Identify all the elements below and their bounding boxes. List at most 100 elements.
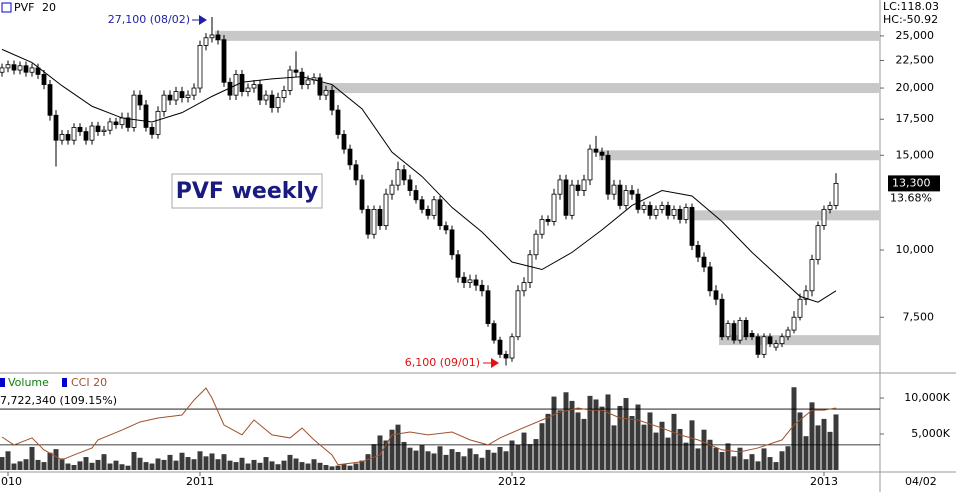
candle-body <box>557 179 563 195</box>
candle-body <box>623 190 629 206</box>
volume-bar <box>497 446 503 470</box>
volume-bar <box>257 462 263 470</box>
legend-ma: 20 <box>42 1 56 14</box>
candle-body <box>287 69 293 91</box>
volume-bar <box>599 406 605 470</box>
candle-body <box>779 336 785 345</box>
volume-bar <box>233 462 239 470</box>
y-tick-label: 10,000 <box>896 243 935 256</box>
volume-bar <box>245 463 251 470</box>
volume-bar <box>581 418 587 470</box>
candle-body <box>701 256 707 268</box>
candle-body <box>653 208 659 216</box>
candle-body <box>179 91 185 98</box>
volume-bar <box>269 461 275 470</box>
volume-tick-label: 10,000K <box>904 391 950 404</box>
annotation-arrow <box>199 15 207 25</box>
volume-bar <box>293 458 299 470</box>
volume-bar <box>569 400 575 470</box>
volume-bar <box>185 457 191 470</box>
annotation: 27,100 (08/02) <box>108 13 190 26</box>
candle-body <box>455 254 461 278</box>
candle-body <box>149 127 155 135</box>
volume-bar <box>47 452 53 470</box>
candle-body <box>731 323 737 341</box>
candle-body <box>683 207 689 220</box>
volume-bar <box>587 395 593 470</box>
y-tick-label: 15,000 <box>896 148 935 161</box>
level-band <box>599 150 880 161</box>
volume-bar <box>113 460 119 470</box>
candle-body <box>821 208 827 227</box>
candle-body <box>257 84 263 101</box>
volume-bar <box>743 459 749 470</box>
volume-bar <box>17 461 23 470</box>
volume-bar <box>71 464 77 470</box>
candle-body <box>491 323 497 341</box>
volume-bar <box>305 463 311 470</box>
candle-body <box>575 184 581 191</box>
volume-bar <box>575 412 581 470</box>
volume-bar <box>299 462 305 470</box>
volume-bar <box>425 451 431 470</box>
candle-body <box>527 254 533 283</box>
candle-body <box>563 179 569 216</box>
candle-body <box>737 320 743 341</box>
volume-bar <box>323 464 329 470</box>
volume-bar <box>365 454 371 470</box>
volume-bar <box>317 462 323 470</box>
candle-body <box>299 71 305 85</box>
volume-bar <box>341 464 347 470</box>
level-band <box>719 335 880 346</box>
candle-body <box>695 245 701 258</box>
ma-line <box>1 48 837 303</box>
volume-bar <box>677 428 683 470</box>
candle-body <box>719 298 725 338</box>
volume-bar <box>803 436 809 470</box>
candle-body <box>41 74 47 85</box>
candle-body <box>467 279 473 283</box>
candle-body <box>173 91 179 101</box>
volume-bar <box>647 412 653 470</box>
volume-bar <box>449 449 455 470</box>
candle-body <box>323 89 329 96</box>
volume-bar <box>137 457 143 470</box>
candle-body <box>485 290 491 324</box>
candle-body <box>419 199 425 210</box>
volume-bar <box>35 459 41 470</box>
last-price-box <box>888 175 940 192</box>
volume-bar <box>665 437 671 470</box>
candle-body <box>803 290 809 300</box>
volume-bar <box>155 458 161 470</box>
volume-bar <box>797 412 803 470</box>
candle-body <box>497 339 503 355</box>
volume-bar <box>731 456 737 470</box>
candle-body <box>743 320 749 338</box>
volume-bar <box>821 418 827 470</box>
candle-body <box>767 336 773 345</box>
volume-bar <box>653 432 659 470</box>
volume-bar <box>407 447 413 470</box>
volume-bar <box>263 457 269 470</box>
candle-body <box>83 131 89 141</box>
volume-bar <box>179 452 185 470</box>
candle-body <box>269 94 275 108</box>
volume-bar <box>563 392 569 470</box>
volume-bar <box>347 465 353 470</box>
candle-body <box>407 179 413 191</box>
volume-bar <box>191 459 197 470</box>
candle-body <box>647 205 653 216</box>
candle-body <box>161 94 167 112</box>
candle-body <box>581 179 587 191</box>
title-box <box>171 173 323 209</box>
volume-bar <box>545 413 551 470</box>
candle-body <box>725 323 731 338</box>
volume-bar <box>53 449 59 470</box>
volume-bar <box>221 454 227 470</box>
candle-body <box>389 184 395 195</box>
candle-body <box>413 190 419 201</box>
volume-bar <box>23 459 29 470</box>
candle-body <box>599 151 605 156</box>
change-label: 13.68% <box>890 191 932 204</box>
candle-body <box>689 207 695 246</box>
